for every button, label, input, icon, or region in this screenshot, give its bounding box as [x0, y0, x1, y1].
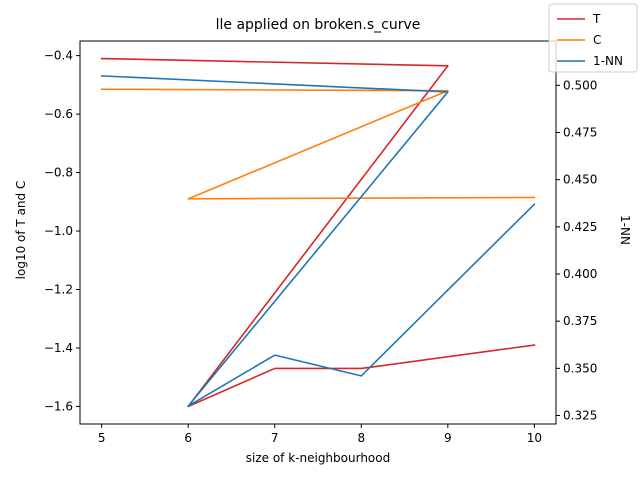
legend-label-1-nn: 1-NN — [593, 54, 623, 68]
plot-area — [80, 41, 556, 424]
x-tick-label: 9 — [444, 431, 452, 445]
x-tick-label: 5 — [98, 431, 106, 445]
legend-box — [548, 3, 638, 73]
y-tick-label: −0.6 — [44, 107, 73, 121]
y-tick-label: −1.2 — [44, 283, 73, 297]
y2-tick-label: 0.325 — [563, 409, 597, 423]
y2-axis-title: 1-NN — [618, 215, 632, 245]
y-tick-label: −0.4 — [44, 49, 73, 63]
y-axis-title: log10 of T and C — [14, 181, 28, 280]
y2-tick-label: 0.475 — [563, 126, 597, 140]
x-tick-label: 6 — [184, 431, 192, 445]
y-tick-label: −1.4 — [44, 341, 73, 355]
x-tick-label: 8 — [357, 431, 365, 445]
y2-tick-label: 0.425 — [563, 220, 597, 234]
legend-label-t: T — [592, 12, 601, 26]
series-line-1-nn — [100, 75, 536, 407]
legend: TC 1-NN — [548, 3, 638, 73]
plot-background — [80, 41, 556, 424]
y2-tick-label: 0.400 — [563, 267, 597, 281]
y2-tick-label: 0.350 — [563, 361, 597, 375]
plot-frame — [79, 40, 557, 425]
series-line-c — [100, 88, 536, 200]
y-tick-label: −0.8 — [44, 166, 73, 180]
x-tick-label: 10 — [527, 431, 542, 445]
y-tick-label: −1.0 — [44, 224, 73, 238]
y2-tick-label: 0.375 — [563, 314, 597, 328]
y2-tick-label-partial: 0.500 — [563, 78, 597, 92]
x-tick-label: 7 — [271, 431, 279, 445]
chart-title: lle applied on broken.s_curve — [216, 17, 421, 33]
legend-label-c: C — [593, 33, 601, 47]
series-layer — [100, 57, 536, 408]
y-tick-label: −1.6 — [44, 399, 73, 413]
y2-tick-label: 0.450 — [563, 173, 597, 187]
x-axis-title: size of k-neighbourhood — [246, 451, 390, 465]
axes-layer: 5 6 7 8 9 10 −1.6 −1.4 −1.2 −1.0 −0.8 −0.6 −0.4 0.325… — [44, 40, 597, 445]
series-line-t — [100, 57, 536, 408]
